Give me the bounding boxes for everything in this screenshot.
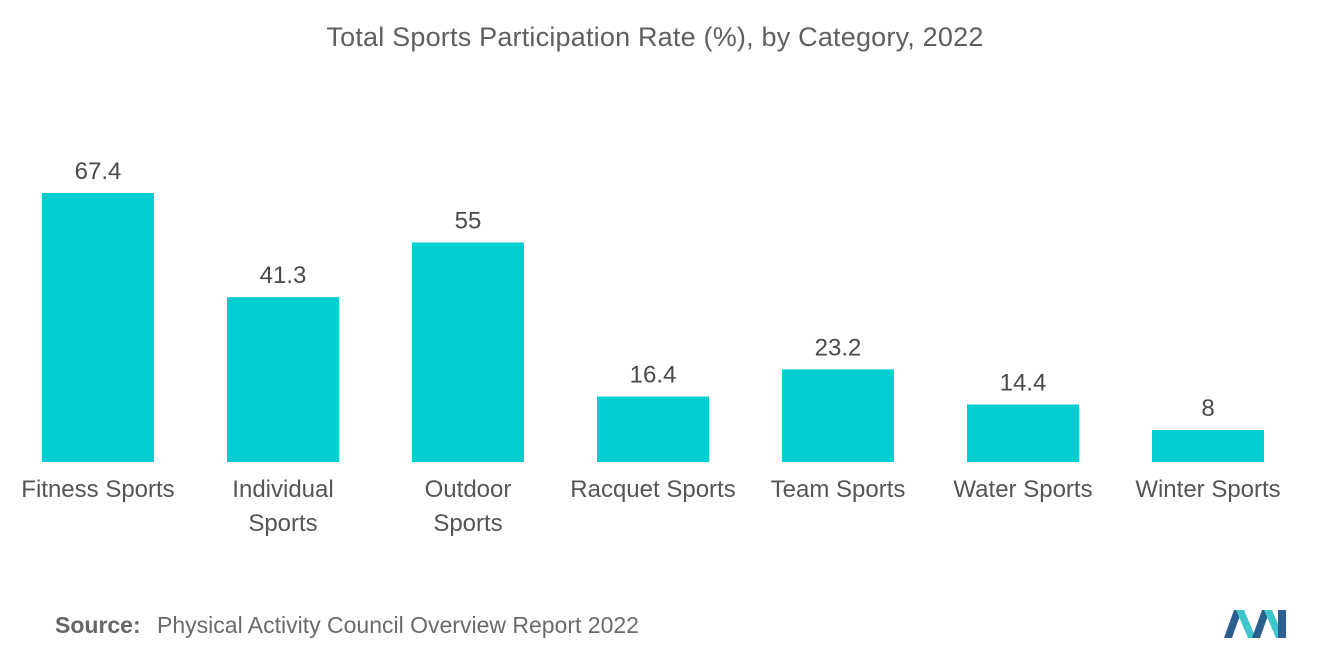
value-label-5: 14.4 <box>1000 370 1047 397</box>
bar-2 <box>412 242 524 462</box>
logo-shape-right-a <box>1252 610 1270 638</box>
mordor-intelligence-logo-icon <box>1224 610 1286 638</box>
source-text: Physical Activity Council Overview Repor… <box>157 612 639 638</box>
category-labels-group: Fitness Sports Individual Sports Outdoor Spo… <box>21 476 1280 537</box>
bar-5 <box>967 404 1079 462</box>
value-label-6: 8 <box>1201 395 1214 422</box>
chart-title: Total Sports Participation Rate (%), by … <box>326 22 984 52</box>
bars-group <box>42 193 1264 462</box>
value-label-4: 23.2 <box>815 334 862 361</box>
bar-0 <box>42 193 154 462</box>
category-label-2-line-0: Outdoor <box>425 476 512 503</box>
bar-4 <box>782 369 894 462</box>
bar-chart: 67.4 41.3 55 16.4 23.2 14.4 8 Fitness Sports In… <box>21 158 1280 537</box>
value-label-3: 16.4 <box>630 362 677 389</box>
category-label-1-line-0: Individual <box>232 476 333 503</box>
category-label-6-line-0: Winter Sports <box>1135 476 1280 503</box>
category-label-2-line-1: Sports <box>433 510 502 537</box>
value-label-2: 55 <box>455 207 482 234</box>
source-line: Source: Physical Activity Council Overvi… <box>55 612 639 639</box>
value-labels-group: 67.4 41.3 55 16.4 23.2 14.4 8 <box>75 158 1215 422</box>
bar-6 <box>1152 430 1264 462</box>
value-label-1: 41.3 <box>260 262 307 289</box>
value-label-0: 67.4 <box>75 158 122 185</box>
category-label-0-line-0: Fitness Sports <box>21 476 174 503</box>
category-label-4-line-0: Team Sports <box>771 476 906 503</box>
source-label: Source: <box>55 612 141 638</box>
logo-shape-mid <box>1236 610 1256 638</box>
bar-1 <box>227 297 339 462</box>
category-label-1-line-1: Sports <box>248 510 317 537</box>
category-label-3-line-0: Racquet Sports <box>570 476 735 503</box>
logo-shape-left <box>1224 610 1242 638</box>
bar-3 <box>597 396 709 462</box>
category-label-5-line-0: Water Sports <box>953 476 1092 503</box>
logo-shape-bar <box>1278 610 1286 638</box>
